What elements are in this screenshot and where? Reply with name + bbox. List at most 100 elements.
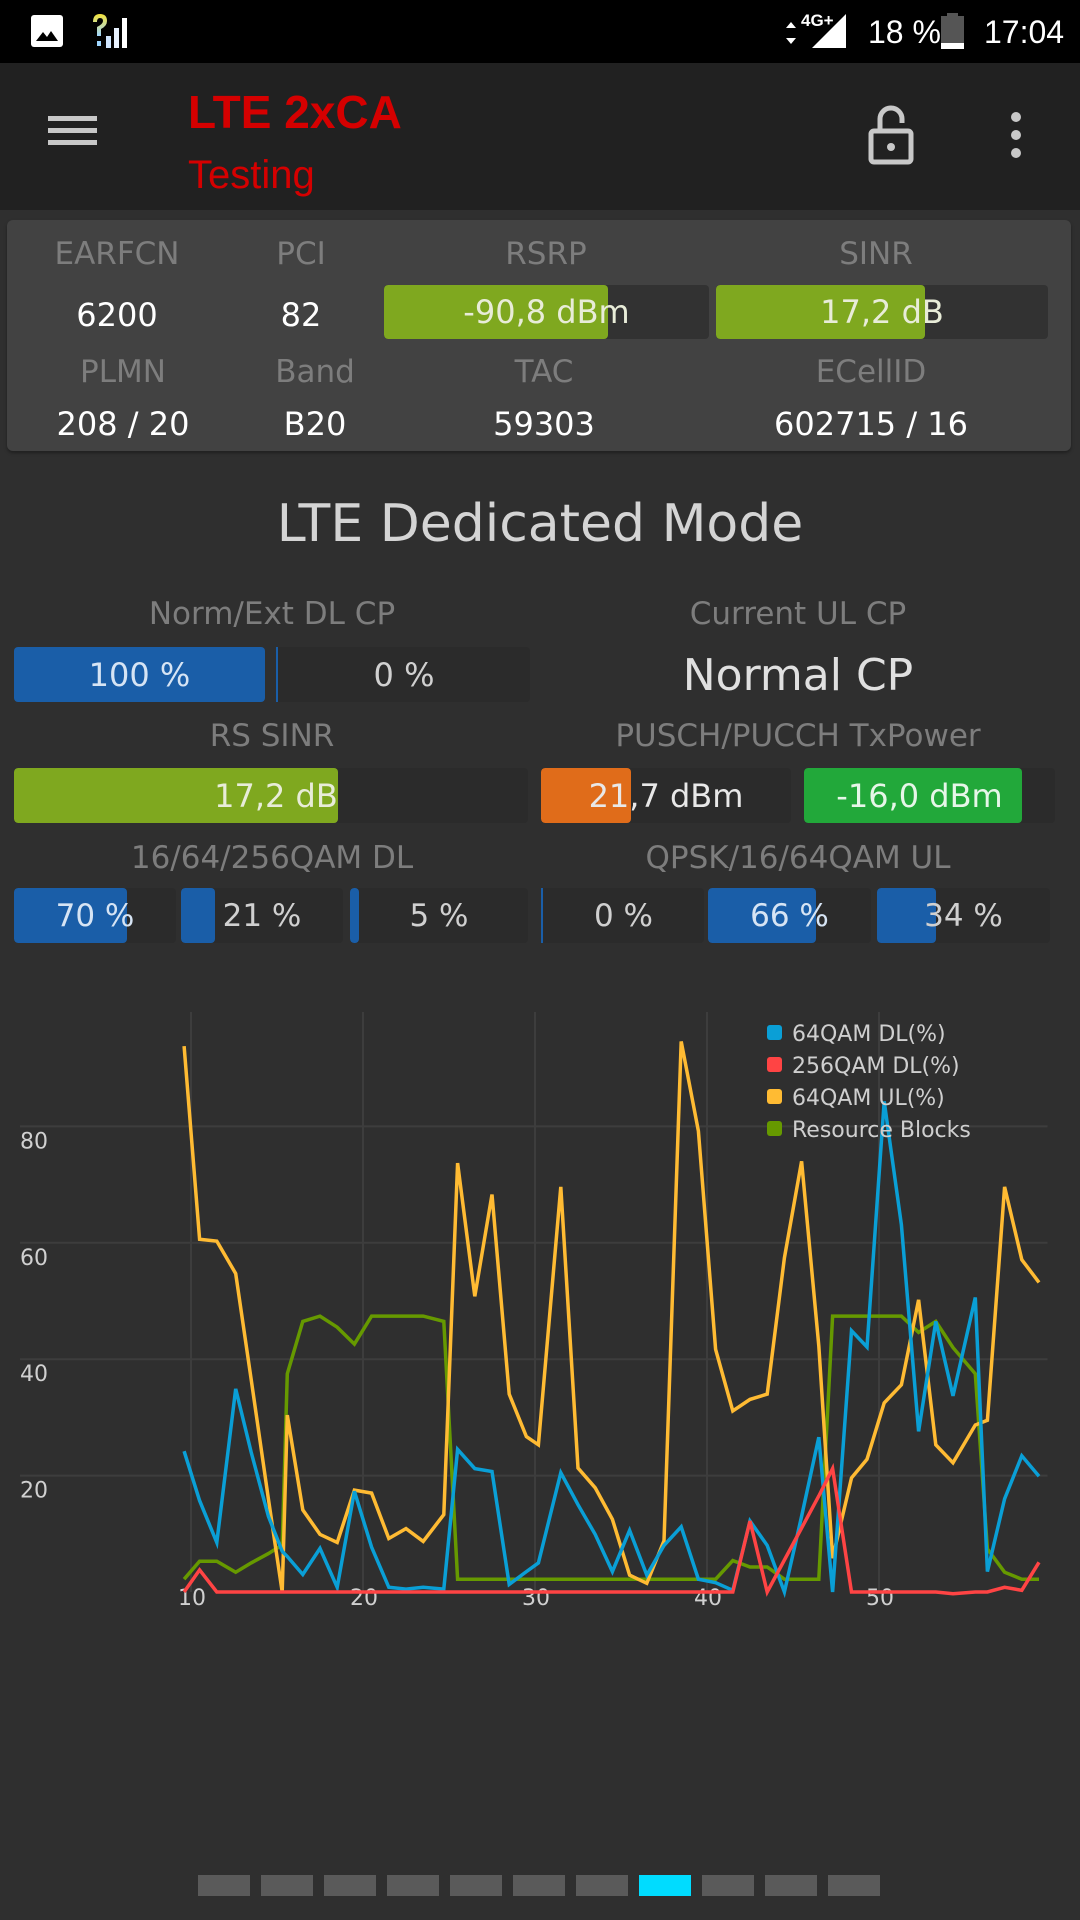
sinr-bar-fill — [716, 285, 926, 339]
qam-dl-256-value: 5 % — [409, 897, 469, 934]
dl-cp-normal-value: 100 % — [88, 655, 191, 694]
page-dot-5[interactable] — [450, 1875, 502, 1896]
series-line-256qam-dl- — [182, 1462, 1041, 1597]
y-tick-label: 20 — [20, 1479, 48, 1504]
dl-cp-label: Norm/Ext DL CP — [148, 596, 396, 632]
dl-cp-normal-bar: 100 % — [14, 647, 265, 702]
app-title: LTE 2xCA — [188, 86, 402, 138]
y-axis-labels: 20 40 60 80 — [20, 1129, 48, 1503]
pucch-power-bar: -16,0 dBm — [804, 768, 1055, 823]
lock-button[interactable] — [860, 101, 922, 169]
tac-value: 59303 — [493, 405, 595, 443]
legend-label: 64QAM UL(%) — [792, 1086, 945, 1111]
legend-label: 256QAM DL(%) — [792, 1054, 960, 1079]
pusch-power-bar: 21,7 dBm — [541, 768, 791, 823]
x-tick-label: 50 — [866, 1586, 894, 1611]
earfcn-label: EARFCN — [54, 236, 180, 272]
y-tick-label: 40 — [20, 1362, 48, 1387]
plmn-value: 208 / 20 — [56, 405, 190, 443]
qam-ul-16-bar: 66 % — [708, 888, 871, 943]
hamburger-menu-icon — [48, 116, 97, 145]
pusch-power-fill — [541, 768, 631, 823]
rs-sinr-bar-fill — [14, 768, 338, 823]
page-dot-8[interactable] — [639, 1875, 691, 1896]
qam-ul-16-fill — [708, 888, 816, 943]
qam-ul-16-value: 66 % — [750, 897, 829, 934]
pucch-power-fill — [804, 768, 1023, 823]
status-bar: 4G+ 18 % 17:04 — [0, 0, 1080, 63]
ecellid-label: ECellID — [815, 354, 927, 390]
ul-cp-label: Current UL CP — [689, 596, 907, 632]
plmn-label: PLMN — [80, 354, 166, 390]
signal-unknown-icon — [93, 14, 127, 48]
x-tick-label: 40 — [694, 1586, 722, 1611]
qam-dl-64-fill — [181, 888, 216, 943]
overflow-menu-button[interactable] — [995, 103, 1037, 167]
qam-ul-64-fill — [877, 888, 936, 943]
dl-cp-ext-value: 0 % — [373, 655, 435, 694]
chart-legend: 64QAM DL(%) 256QAM DL(%) 64QAM UL(%) Resour… — [767, 1022, 971, 1143]
qam-dl-256-bar: 5 % — [350, 888, 528, 943]
page-dot-10[interactable] — [765, 1875, 817, 1896]
qam-dl-label: 16/64/256QAM DL — [130, 840, 414, 876]
band-label: Band — [275, 354, 355, 390]
page-dot-9[interactable] — [702, 1875, 754, 1896]
qam-ul-label: QPSK/16/64QAM UL — [645, 840, 951, 876]
rsrp-bar-fill — [384, 285, 609, 339]
page-dot-3[interactable] — [324, 1875, 376, 1896]
battery-icon — [941, 13, 964, 49]
sinr-value: 17,2 dB — [820, 293, 944, 331]
legend-swatch — [767, 1025, 782, 1040]
pusch-power-value: 21,7 dBm — [588, 776, 744, 815]
series-line-64qam-dl- — [182, 1101, 1041, 1599]
rsrp-value: -90,8 dBm — [463, 293, 630, 331]
hamburger-menu-button[interactable] — [36, 103, 108, 159]
qam-ul-qpsk-value: 0 % — [593, 897, 654, 934]
y-tick-label: 60 — [20, 1246, 48, 1271]
y-tick-label: 80 — [20, 1129, 48, 1154]
rs-sinr-label: RS SINR — [209, 718, 335, 754]
series-line-64qam-ul- — [182, 1041, 1041, 1593]
qam-dl-16-fill — [14, 888, 128, 943]
rsrp-label: RSRP — [505, 236, 587, 272]
x-axis-labels: 10 20 30 40 50 — [178, 1586, 894, 1611]
page-dot-7[interactable] — [576, 1875, 628, 1896]
legend-swatch — [767, 1089, 782, 1104]
txpower-label: PUSCH/PUCCH TxPower — [615, 718, 981, 754]
sinr-label: SINR — [839, 236, 913, 272]
page-dot-6[interactable] — [513, 1875, 565, 1896]
series-line-resource-blocks — [182, 1314, 1039, 1581]
rs-sinr-bar: 17,2 dB — [14, 768, 528, 823]
legend-label: Resource Blocks — [792, 1118, 971, 1143]
lock-open-icon — [868, 105, 914, 165]
qam-dl-64-bar: 21 % — [181, 888, 343, 943]
page-dot-1[interactable] — [198, 1875, 250, 1896]
band-value: B20 — [283, 405, 347, 443]
page-dot-2[interactable] — [261, 1875, 313, 1896]
rsrp-bar: -90,8 dBm — [384, 285, 709, 339]
legend-swatch — [767, 1057, 782, 1072]
app-subtitle: Testing — [188, 153, 315, 197]
qam-dl-16-bar: 70 % — [14, 888, 176, 943]
ecellid-value: 602715 / 16 — [774, 405, 968, 443]
page-dot-11[interactable] — [828, 1875, 880, 1896]
x-tick-label: 10 — [178, 1586, 206, 1611]
data-activity-icon — [786, 22, 796, 44]
tac-label: TAC — [514, 354, 574, 390]
rs-sinr-value: 17,2 dB — [214, 776, 338, 815]
qam-dl-16-value: 70 % — [55, 897, 135, 934]
dl-cp-ext-bar: 0 % — [276, 647, 530, 702]
x-tick-label: 20 — [350, 1586, 378, 1611]
clock: 17:04 — [984, 14, 1065, 50]
pucch-power-value: -16,0 dBm — [836, 776, 1003, 815]
pci-value: 82 — [280, 296, 322, 334]
legend-swatch — [767, 1121, 782, 1136]
cell-signal-icon — [812, 14, 846, 48]
page-dot-4[interactable] — [387, 1875, 439, 1896]
modulation-chart: 20 40 60 80 10 20 30 40 50 64QAM DL(%) 256QAM DL… — [20, 1012, 1048, 1611]
section-title: LTE Dedicated Mode — [276, 494, 804, 554]
qam-ul-qpsk-bar: 0 % — [541, 888, 704, 943]
chart-lines — [182, 1041, 1041, 1599]
qam-dl-64-value: 21 % — [222, 897, 302, 934]
pci-label: PCI — [276, 236, 326, 272]
